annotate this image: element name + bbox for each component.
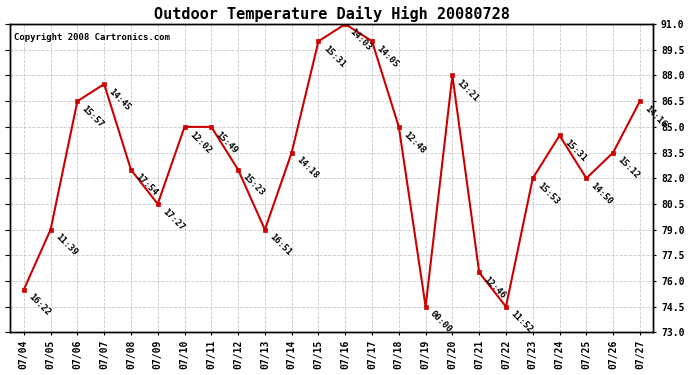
Text: 14:50: 14:50 <box>589 181 615 206</box>
Text: 16:51: 16:51 <box>268 232 293 258</box>
Text: 12:46: 12:46 <box>482 275 507 301</box>
Text: 14:16: 14:16 <box>642 104 668 129</box>
Text: Copyright 2008 Cartronics.com: Copyright 2008 Cartronics.com <box>14 33 170 42</box>
Text: 14:05: 14:05 <box>375 44 400 69</box>
Text: 13:21: 13:21 <box>455 78 480 104</box>
Text: 14:45: 14:45 <box>107 87 132 112</box>
Text: 17:54: 17:54 <box>134 172 159 198</box>
Text: 11:39: 11:39 <box>53 232 79 258</box>
Text: 11:52: 11:52 <box>509 309 534 335</box>
Title: Outdoor Temperature Daily High 20080728: Outdoor Temperature Daily High 20080728 <box>154 6 510 21</box>
Text: 00:00: 00:00 <box>428 309 454 335</box>
Text: 17:27: 17:27 <box>161 207 186 232</box>
Text: 15:12: 15:12 <box>616 155 641 181</box>
Text: 12:02: 12:02 <box>187 130 213 155</box>
Text: 15:23: 15:23 <box>241 172 266 198</box>
Text: 14:03: 14:03 <box>348 27 373 52</box>
Text: 15:31: 15:31 <box>562 138 588 164</box>
Text: 16:22: 16:22 <box>27 292 52 318</box>
Text: 12:48: 12:48 <box>402 130 427 155</box>
Text: 14:18: 14:18 <box>295 155 320 181</box>
Text: 15:57: 15:57 <box>80 104 106 129</box>
Text: 15:49: 15:49 <box>214 130 239 155</box>
Text: 15:53: 15:53 <box>535 181 561 206</box>
Text: 15:31: 15:31 <box>322 44 346 69</box>
